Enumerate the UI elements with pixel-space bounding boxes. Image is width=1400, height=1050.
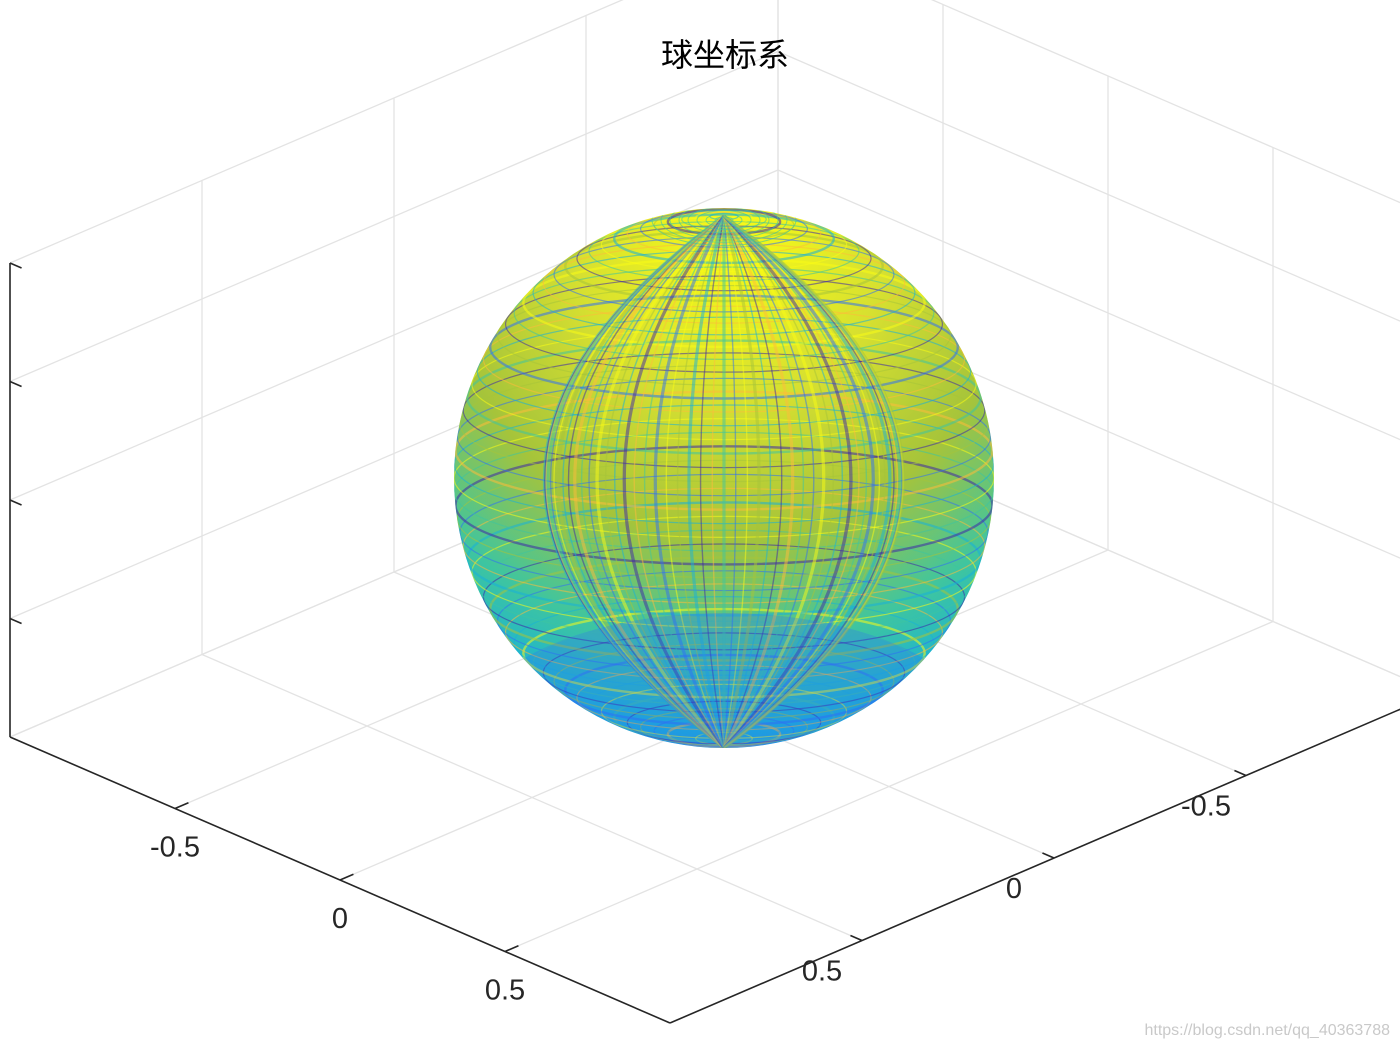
x-tick	[339, 873, 354, 881]
sphere-meridian-line	[723, 215, 886, 748]
y-tick-label: 0	[1006, 873, 1022, 905]
grid-line	[201, 653, 863, 942]
chart-title: 球坐标系	[661, 36, 789, 74]
sphere-meridian-line	[723, 215, 815, 748]
sphere-pole-ring	[687, 208, 761, 234]
sphere-meridian-line	[573, 214, 726, 748]
sphere-meridian-line	[687, 215, 726, 748]
x-tick-label: 0	[332, 903, 348, 935]
sphere-pole-ring	[678, 208, 770, 237]
sphere-meridian-line	[723, 215, 867, 748]
sphere-meridian-line	[722, 214, 853, 748]
z-tick	[9, 499, 22, 506]
sphere-pole-ring	[669, 208, 779, 240]
sphere-meridian-line	[588, 215, 725, 748]
sphere-mesh	[454, 208, 994, 748]
sphere-meridian-line	[644, 215, 725, 748]
sphere-pole-ring	[696, 210, 752, 231]
sphere-meridian-line	[722, 215, 826, 748]
y-axis-line	[669, 708, 1400, 1024]
y-tick-label: 0.5	[802, 956, 842, 988]
x-tick-label: 0.5	[485, 975, 525, 1007]
sphere-meridian-line	[562, 215, 725, 748]
grid-line	[777, 169, 1400, 441]
sphere-meridian-line	[653, 215, 726, 748]
sphere-meridian-line	[604, 215, 725, 748]
sphere-meridian-line	[676, 215, 725, 748]
sphere-pole-ring	[660, 208, 788, 243]
y-tick	[1234, 769, 1247, 777]
sphere-meridian-line	[711, 216, 725, 748]
watermark: https://blog.csdn.net/qq_40363788	[1144, 1022, 1390, 1039]
grid-line	[9, 0, 624, 264]
sphere-bottom-shade	[467, 613, 981, 748]
sphere-meridian-line	[546, 214, 725, 748]
sphere-meridian-line	[633, 215, 725, 748]
sphere-meridian-line	[723, 214, 906, 748]
x-tick	[504, 944, 519, 953]
x-tick-label: -0.5	[150, 832, 200, 864]
sphere-meridian-line	[723, 215, 895, 748]
sphere-meridian-line	[556, 214, 726, 748]
sphere-meridian-line	[581, 215, 725, 748]
grid-line	[930, 0, 1400, 204]
sphere-surface	[454, 208, 994, 748]
sphere-meridian-line	[723, 215, 772, 748]
sphere-meridian-line	[568, 215, 725, 748]
sphere-meridian-line	[595, 214, 726, 748]
sphere-meridian-line	[613, 215, 725, 748]
sphere-meridian-line	[723, 215, 749, 748]
grid-line	[669, 708, 1400, 1024]
sphere-meridian-line	[722, 214, 875, 748]
sphere-meridian-line	[722, 215, 795, 748]
sphere-meridian-line	[723, 215, 804, 748]
sphere-meridian-line	[722, 215, 761, 748]
z-tick	[9, 380, 22, 388]
z-tick	[9, 617, 22, 625]
grid-line	[777, 50, 1400, 322]
y-tick	[1042, 852, 1055, 859]
tick-labels: -0.500.5-0.500.5-0.500.51	[150, 791, 1231, 1007]
sphere-meridian-line	[723, 215, 880, 748]
x-tick	[174, 801, 189, 810]
grid-line	[9, 50, 779, 383]
sphere-meridian-line	[723, 215, 844, 748]
sphere-meridian-line	[723, 215, 783, 748]
sphere-meridian-line	[549, 215, 725, 748]
sphere-meridian-line	[622, 215, 726, 748]
z-tick	[9, 262, 22, 269]
axes	[9, 262, 1400, 1024]
sphere-meridian-line	[723, 215, 860, 748]
y-tick	[850, 934, 863, 942]
sphere-meridian-line	[722, 214, 892, 748]
sphere-pole-ring	[651, 208, 797, 246]
sphere-meridian-line	[665, 215, 725, 748]
sphere-meridian-line	[723, 215, 835, 748]
sphere-meridian-line	[699, 215, 725, 748]
sphere-meridian-line	[723, 216, 737, 748]
sphere-pole-ring	[714, 216, 734, 224]
sphere-pole-ring	[705, 213, 743, 227]
y-tick-label: -0.5	[1181, 791, 1231, 823]
